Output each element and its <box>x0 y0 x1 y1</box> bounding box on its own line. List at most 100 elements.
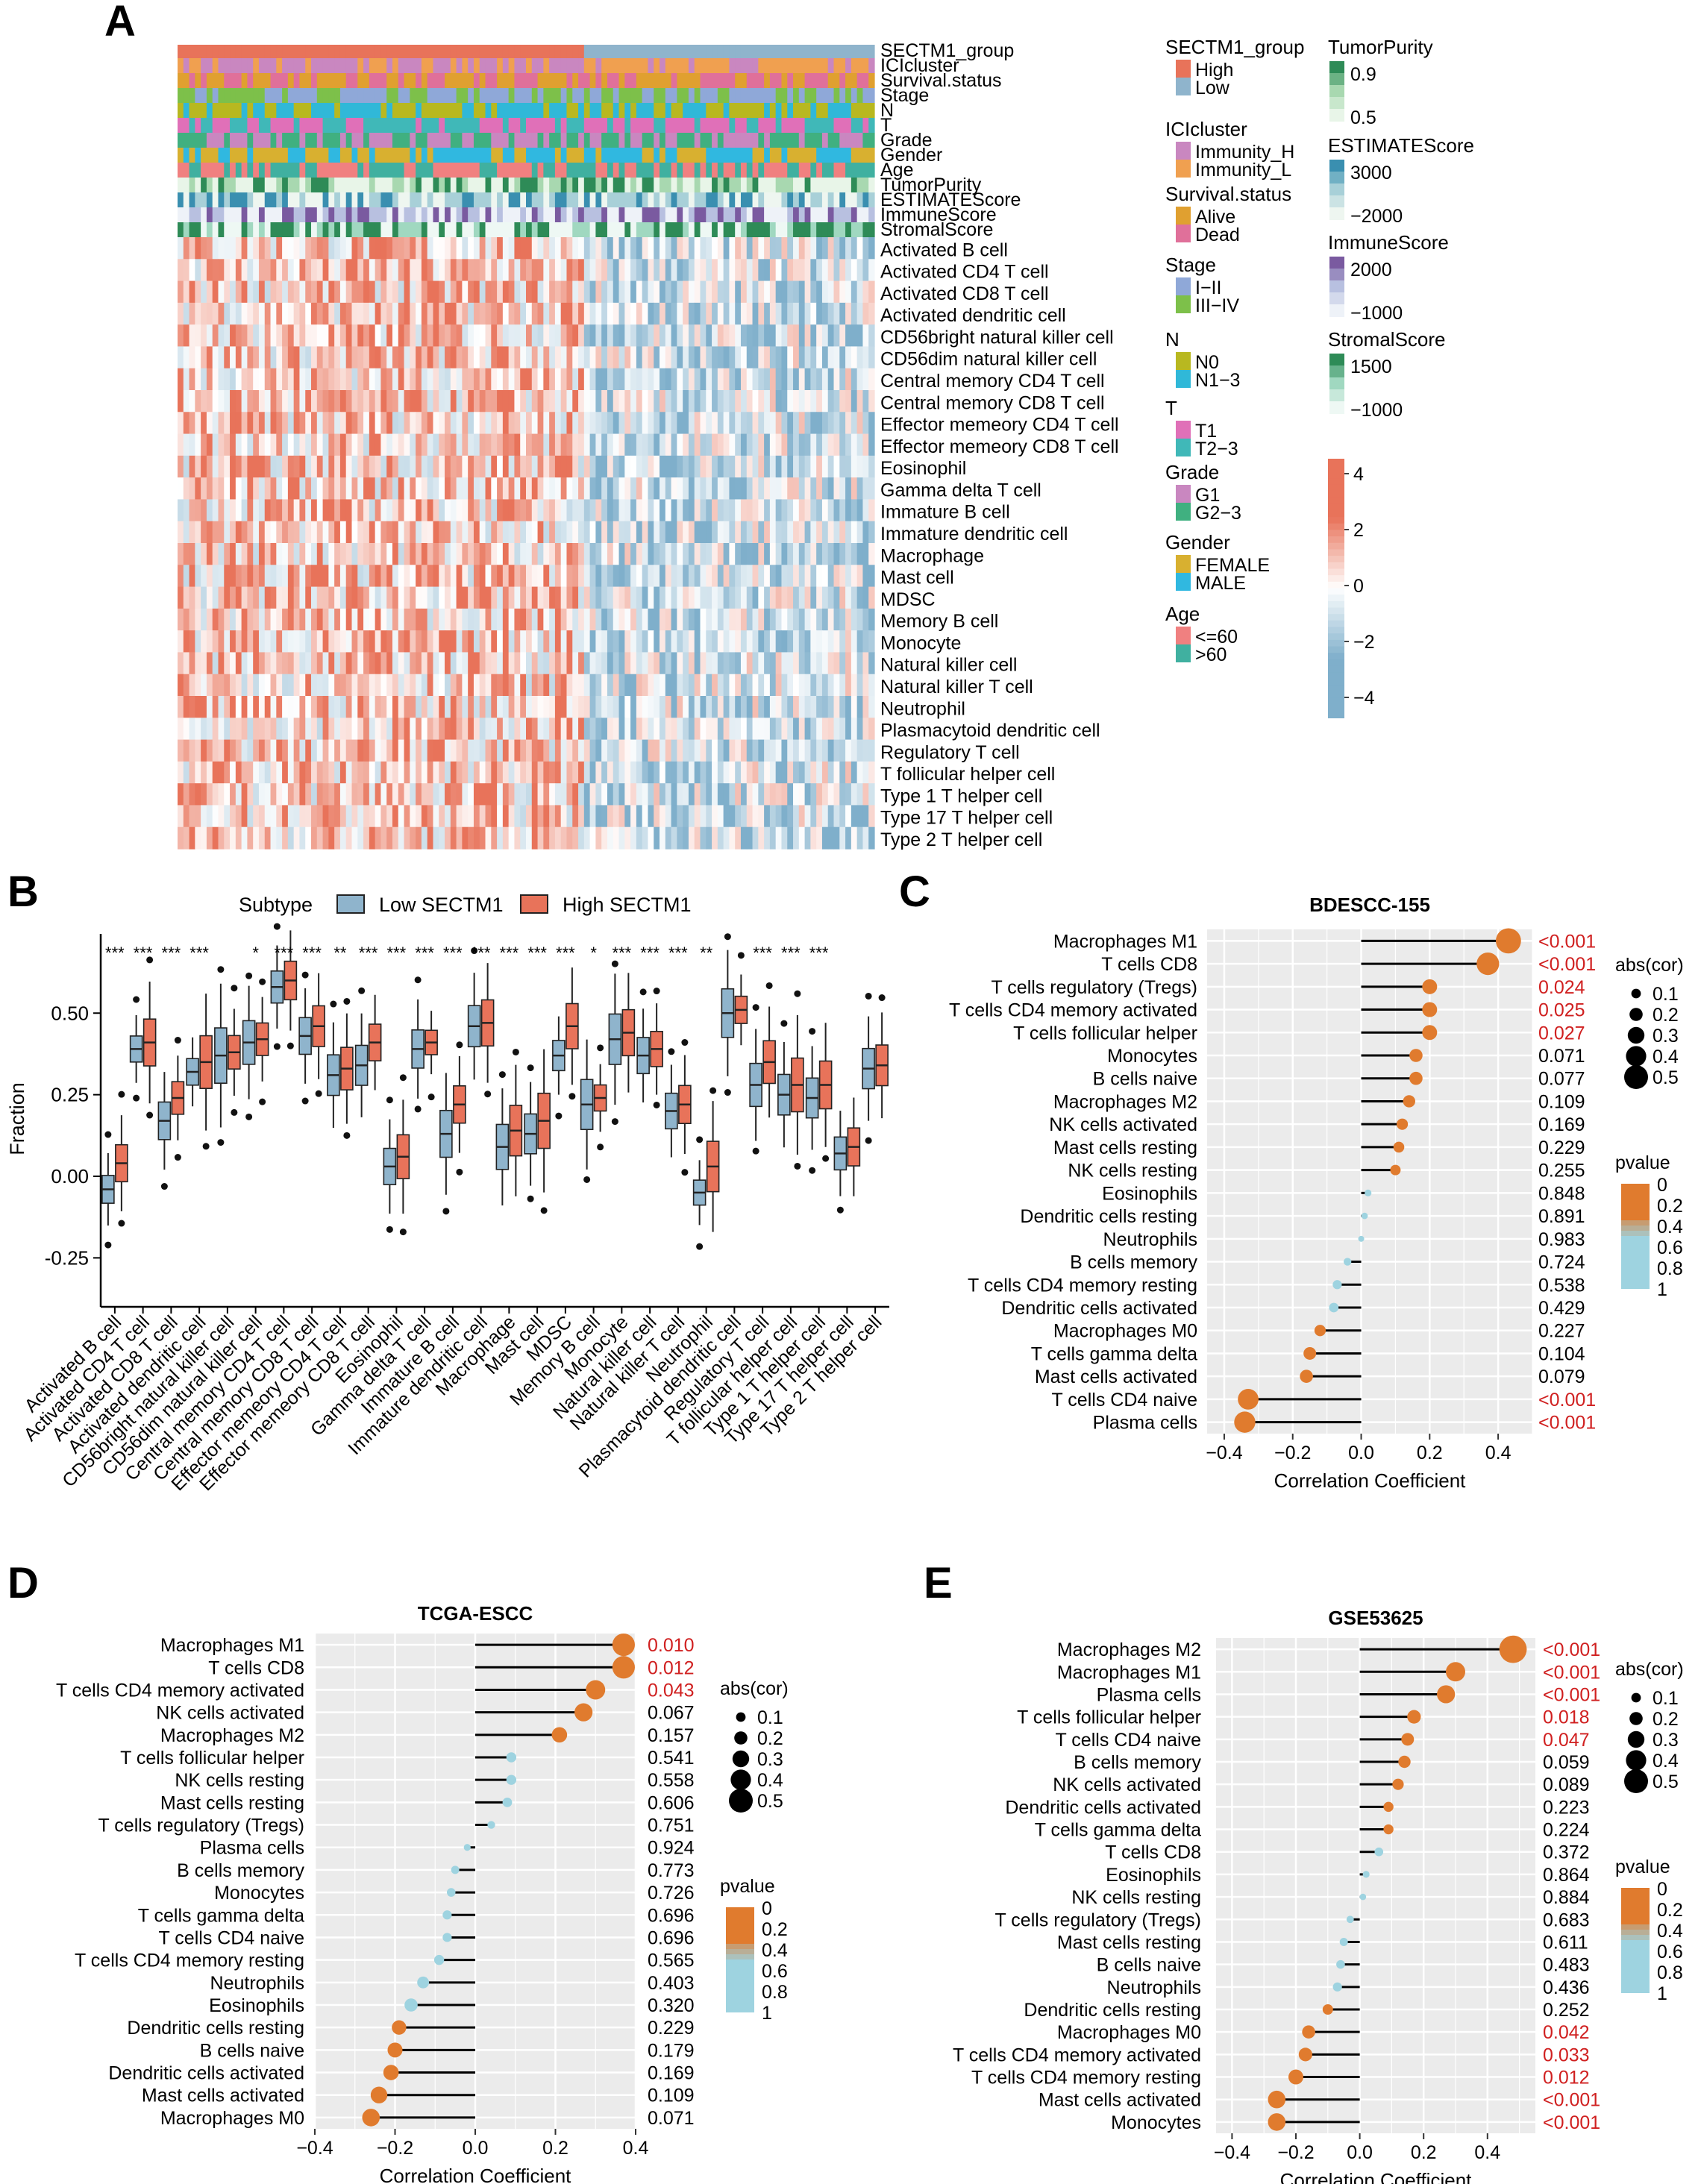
heatmap-cell <box>479 761 486 784</box>
annotation-cell <box>660 178 666 192</box>
heatmap-cell <box>769 761 777 784</box>
heatmap-cell <box>276 543 283 565</box>
annotation-cell <box>491 222 498 237</box>
heatmap-cell <box>688 324 695 348</box>
heatmap-cell <box>821 259 829 282</box>
heatmap-cell <box>839 521 846 544</box>
heatmap-cell <box>735 783 742 806</box>
annotation-cell <box>195 73 201 88</box>
annotation-cell <box>636 118 643 133</box>
heatmap-cell <box>328 412 335 435</box>
heatmap-cell <box>456 543 463 565</box>
annotation-cell <box>856 222 864 237</box>
heatmap-cell <box>439 739 445 762</box>
annotation-cell <box>416 103 422 118</box>
annotation-cell <box>740 45 748 58</box>
annotation-cell <box>729 207 736 222</box>
annotation-cell <box>497 133 504 148</box>
heatmap-cell <box>821 739 829 762</box>
heatmap-cell <box>421 346 428 369</box>
heatmap-cell <box>868 826 875 850</box>
heatmap-cell <box>775 259 783 282</box>
heatmap-cell <box>479 521 486 544</box>
annotation-cell <box>479 163 486 178</box>
heatmap-cell <box>712 761 718 784</box>
heatmap-cell <box>230 674 236 697</box>
annotation-cell <box>468 163 474 178</box>
heatmap-cell <box>445 674 451 697</box>
heatmap-cell <box>683 783 689 806</box>
annotation-cell <box>386 207 393 222</box>
annotation-cell <box>445 118 451 133</box>
annotation-cell <box>520 103 527 118</box>
annotation-cell <box>671 88 677 103</box>
heatmap-cell <box>375 455 382 478</box>
annotation-cell <box>839 45 846 58</box>
heatmap-cell <box>345 237 353 260</box>
annotation-cell <box>514 163 521 178</box>
annotation-cell <box>334 163 341 178</box>
heatmap-cell <box>688 433 695 456</box>
annotation-cell <box>264 148 272 163</box>
heatmap-cell <box>862 608 869 631</box>
annotation-cell <box>630 133 637 148</box>
heatmap-cell <box>445 521 451 544</box>
annotation-cell <box>369 58 376 73</box>
heatmap-cell <box>654 368 660 391</box>
annotation-cell <box>648 192 654 207</box>
annotation-cell <box>258 73 266 88</box>
annotation-cell <box>694 73 701 88</box>
annotation-cell <box>804 207 811 222</box>
heatmap-cell <box>235 324 242 348</box>
annotation-cell <box>363 73 370 88</box>
heatmap-cell <box>491 586 498 609</box>
heatmap-cell <box>404 652 410 675</box>
heatmap-cell <box>195 630 201 653</box>
heatmap-cell <box>345 718 353 741</box>
annotation-cell <box>712 192 718 207</box>
heatmap-cell <box>624 521 631 544</box>
heatmap-cell <box>746 718 754 741</box>
annotation-cell <box>375 178 382 192</box>
heatmap-cell <box>578 826 585 850</box>
annotation-cell <box>566 88 573 103</box>
annotation-cell <box>363 222 370 237</box>
heatmap-cell <box>508 696 516 718</box>
heatmap-cell <box>816 477 823 501</box>
heatmap-cell <box>212 433 219 456</box>
heatmap-cell <box>537 324 544 348</box>
heatmap-cell <box>694 302 701 325</box>
legend-swatch <box>1176 207 1191 225</box>
heatmap-cell <box>276 783 283 806</box>
heatmap-cell <box>543 805 550 828</box>
heatmap-cell <box>758 412 765 435</box>
heatmap-cell <box>665 433 672 456</box>
heatmap-cell <box>421 455 428 478</box>
heatmap-cell <box>195 739 201 762</box>
heatmap-cell <box>572 390 579 412</box>
heatmap-cell <box>363 630 370 653</box>
heatmap-cell <box>363 499 370 522</box>
heatmap-cell <box>433 674 439 697</box>
heatmap-cell <box>241 237 248 260</box>
heatmap-cell <box>531 674 539 697</box>
heatmap-cell <box>230 761 236 784</box>
heatmap-cell <box>723 280 730 304</box>
heatmap-cell <box>253 455 260 478</box>
annotation-cell <box>601 45 608 58</box>
heatmap-cell <box>798 674 806 697</box>
annotation-cell <box>683 222 689 237</box>
heatmap-cell <box>537 259 544 282</box>
annotation-cell <box>416 148 422 163</box>
heatmap-cell <box>531 368 539 391</box>
heatmap-cell <box>497 412 504 435</box>
heatmap-cell <box>833 565 840 588</box>
heatmap-cell <box>380 477 387 501</box>
annotation-cell <box>334 103 341 118</box>
heatmap-cell <box>642 696 649 718</box>
heatmap-cell <box>201 826 207 850</box>
heatmap-cell <box>264 543 272 565</box>
annotation-cell <box>665 207 672 222</box>
heatmap-cell <box>566 826 573 850</box>
annotation-cell <box>636 192 643 207</box>
